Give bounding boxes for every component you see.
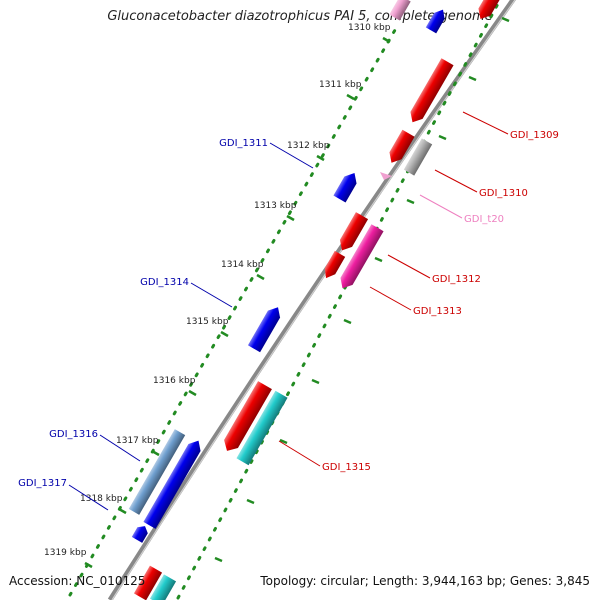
gene-cyan-1315 <box>236 390 288 466</box>
scale-label: 1318 kbp <box>80 494 123 504</box>
gene-label-leader <box>99 434 141 462</box>
gene-red-small <box>389 129 415 163</box>
gene-label-leader <box>68 484 109 511</box>
gene-label: GDI_1316 <box>49 429 98 440</box>
gene-label: GDI_1314 <box>140 277 189 288</box>
gene-gdi-1310 <box>403 138 433 176</box>
gene-label: GDI_1317 <box>18 478 67 489</box>
outer-major-tick <box>438 134 447 141</box>
scale-label: 1316 kbp <box>153 376 196 386</box>
major-tick <box>188 389 197 397</box>
major-tick <box>316 154 325 162</box>
gene-red-1312b <box>324 250 346 279</box>
gene-gdi-1311 <box>333 173 357 203</box>
major-tick <box>256 273 265 281</box>
gene-label-leader <box>369 286 412 311</box>
gene-label: GDI_1312 <box>432 274 481 285</box>
outer-major-tick <box>311 378 320 385</box>
trna-gdi-t20-icon <box>380 172 392 180</box>
gene-label: GDI_1309 <box>510 130 559 141</box>
scale-label: 1311 kbp <box>319 80 362 90</box>
gene-label-leader <box>434 169 478 193</box>
gene-blue-1316 <box>143 440 201 529</box>
gene-label: GDI_1310 <box>479 188 528 199</box>
scale-label: 1314 kbp <box>221 260 264 270</box>
outer-major-tick <box>374 256 383 263</box>
major-tick <box>118 507 127 515</box>
scale-label: 1317 kbp <box>116 436 159 446</box>
outer-major-tick <box>279 438 288 445</box>
gene-label: GDI_1313 <box>413 306 462 317</box>
major-tick <box>346 93 355 101</box>
gene-bottom-red <box>133 565 163 600</box>
gene-gdi-1316 <box>128 429 186 515</box>
gene-top-blue <box>425 9 445 34</box>
gene-label: GDI_1311 <box>219 138 268 149</box>
scale-label: 1313 kbp <box>254 201 297 211</box>
gene-top-pink <box>389 0 411 21</box>
gene-label: GDI_t20 <box>464 214 504 225</box>
major-tick <box>151 449 160 457</box>
gene-top-red <box>478 0 500 19</box>
outer-major-tick <box>501 16 510 23</box>
major-tick <box>84 561 93 569</box>
gene-label: GDI_1315 <box>322 462 371 473</box>
scale-label: 1315 kbp <box>186 317 229 327</box>
gene-gdi-1315 <box>224 381 272 451</box>
scale-label: 1312 kbp <box>287 141 330 151</box>
gene-label-leader <box>190 282 233 308</box>
gene-label-leader <box>419 194 463 219</box>
gene-gdi-1313 <box>340 224 384 289</box>
scale-label: 1319 kbp <box>44 548 87 558</box>
outer-major-tick <box>246 498 255 505</box>
gene-gdi-1317 <box>131 526 148 543</box>
genome-summary-text: Topology: circular; Length: 3,944,163 bp… <box>260 574 590 588</box>
outer-tick-ring <box>176 0 502 600</box>
gene-bottom-cyan <box>149 574 177 600</box>
gene-label-leader <box>269 142 314 169</box>
outer-major-tick <box>468 75 477 82</box>
gene-red-1312a <box>339 212 369 251</box>
genome-backbone <box>107 0 516 600</box>
gene-label-leader <box>278 440 321 467</box>
accession-text: Accession: NC_010125 <box>9 574 146 588</box>
major-tick <box>220 330 229 338</box>
genome-backbone-highlight <box>111 0 516 600</box>
inner-tick-ring <box>68 28 397 597</box>
outer-major-tick <box>406 198 415 205</box>
outer-major-tick <box>214 556 223 563</box>
gene-label-leader <box>387 254 431 279</box>
scale-label: 1310 kbp <box>348 23 391 33</box>
major-tick <box>382 36 391 44</box>
outer-major-tick <box>343 318 352 325</box>
gene-gdi-1309 <box>410 58 454 123</box>
major-tick <box>286 214 295 222</box>
gene-label-leader <box>462 111 509 135</box>
gene-gdi-1314 <box>247 307 281 353</box>
